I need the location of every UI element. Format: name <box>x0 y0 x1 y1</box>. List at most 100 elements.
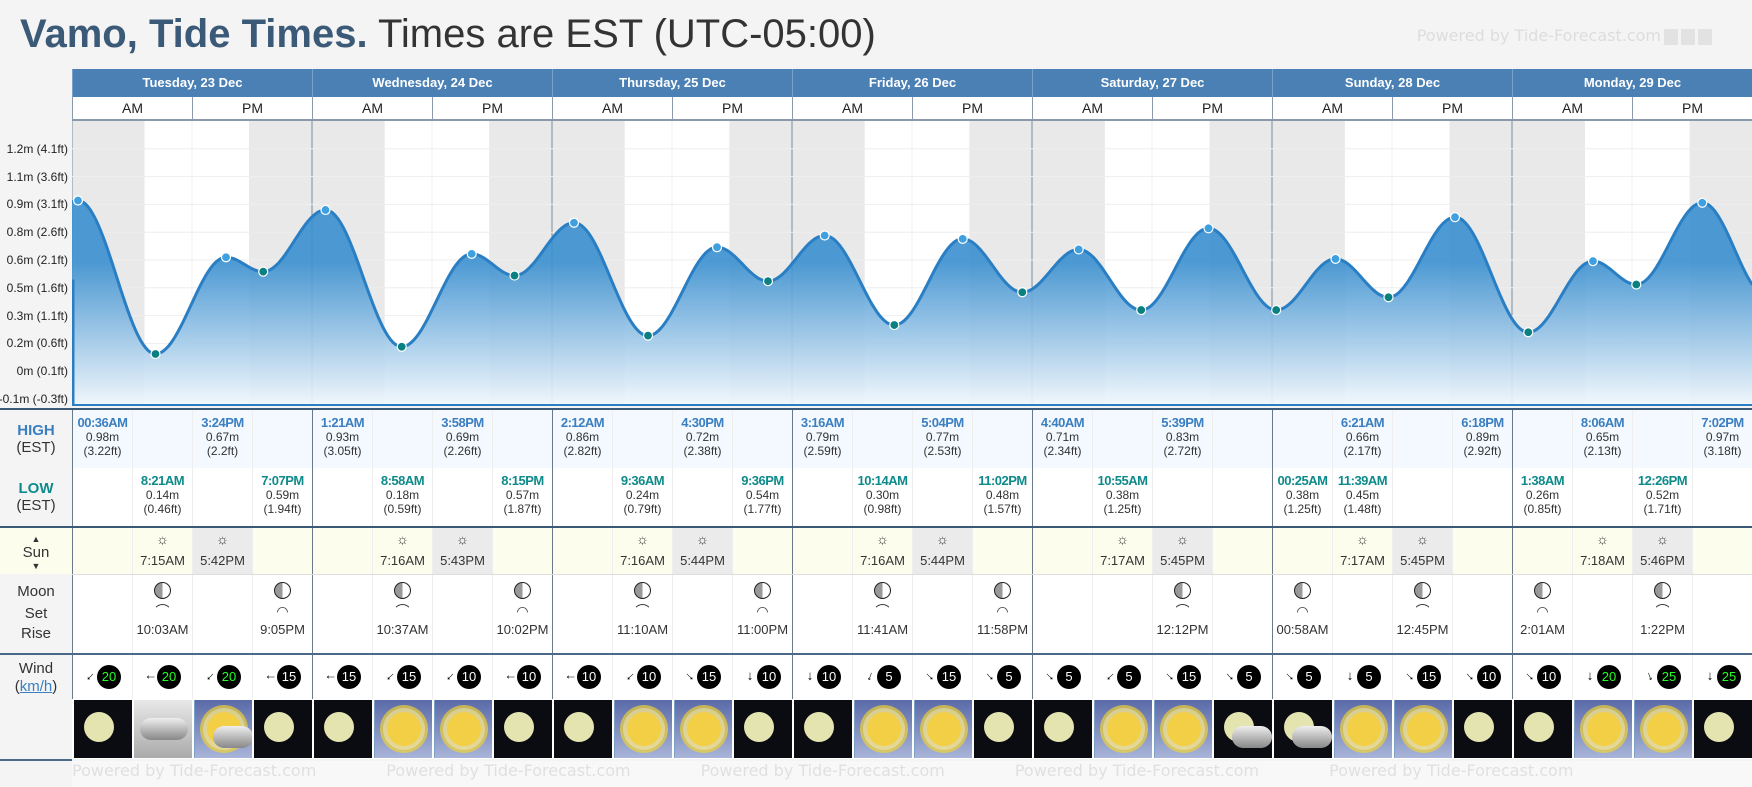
wind-speed-badge: 15 <box>337 665 361 689</box>
moonset-icon: ◠ <box>756 603 769 619</box>
sunrise-icon: ☼ <box>1596 531 1609 547</box>
wind-speed-badge: 10 <box>457 665 481 689</box>
wind-cell: ↑ 10 <box>732 655 792 699</box>
low-tide-cell: 1:38AM 0.26m (0.85ft) <box>1512 468 1572 526</box>
watermark-text: Powered by Tide-Forecast.com <box>1416 26 1661 45</box>
high-tide-cell <box>492 410 552 468</box>
sun-cell <box>72 528 132 574</box>
weather-cell <box>132 699 192 759</box>
sun-cloud-weather-icon <box>193 700 252 758</box>
wind-direction-arrow-icon: ↑ <box>622 669 638 685</box>
high-tide-cell <box>1272 410 1332 468</box>
wind-cell: ↑ 5 <box>1332 655 1392 699</box>
high-tide-cell: 6:18PM 0.89m (2.92ft) <box>1452 410 1512 468</box>
wind-speed-badge: 15 <box>1417 665 1441 689</box>
wind-speed-badge: 15 <box>1177 665 1201 689</box>
pm-header: PM <box>1392 97 1512 119</box>
moon-cell: ⌒ 11:41AM <box>852 575 912 653</box>
sun-cell <box>1212 528 1272 574</box>
high-height-ft: (3.18ft) <box>1703 444 1742 458</box>
wind-speed-badge: 10 <box>1537 665 1561 689</box>
am-header: AM <box>312 97 432 119</box>
low-tide-cell: 10:14AM 0.30m (0.98ft) <box>852 468 912 526</box>
wind-unit-link[interactable]: km/h <box>19 678 53 695</box>
wind-speed-badge: 10 <box>637 665 661 689</box>
low-time: 8:15PM <box>501 473 544 488</box>
low-height-m: 0.38m <box>1285 488 1320 502</box>
wind-direction-arrow-icon: ↑ <box>864 669 876 686</box>
high-height-m: 0.79m <box>805 430 840 444</box>
wind-speed-badge: 10 <box>1477 665 1501 689</box>
night-weather-icon <box>733 700 792 758</box>
high-height-ft: (2.2ft) <box>206 444 239 458</box>
weather-cell <box>1392 699 1452 759</box>
day-weather-icon <box>1093 700 1152 758</box>
sun-cell: ☼ 5:43PM <box>432 528 492 574</box>
wind-row: ↑ 20 ↑ 20 ↑ 20 ↑ 15 ↑ 15 ↑ 15 ↑ 10 ↑ 10 ↑ 10 ↑ 10 ↑ 15 ↑ 10 ↑ 10 ↑… <box>72 653 1752 699</box>
low-tide-point <box>1271 304 1282 316</box>
sun-icon <box>1346 712 1381 746</box>
day-header: Sunday, 28 Dec <box>1272 69 1512 97</box>
sun-cell: ☼ 5:42PM <box>192 528 252 574</box>
sunrise-time: 7:16AM <box>380 553 425 568</box>
ampm-row: AM PM AM PM AM PM AM PM AM PM AM PM AM PM <box>72 97 1752 121</box>
watermark-text: Powered by Tide-Forecast.com <box>1014 761 1260 780</box>
wind-direction-arrow-icon: ↑ <box>806 670 814 685</box>
footer-watermark: Powered by Tide-Forecast.com Powered by T… <box>72 761 1752 787</box>
moon-icon <box>983 712 1014 742</box>
moon-row-label: Moon Set Rise <box>0 574 72 653</box>
cloud-icon <box>1291 726 1332 748</box>
wind-speed-badge: 25 <box>1657 665 1681 689</box>
high-tide-point <box>466 248 477 259</box>
moon-phase-icon <box>394 582 411 599</box>
wind-cell: ↑ 5 <box>1092 655 1152 699</box>
high-tide-cell <box>1092 410 1152 468</box>
low-time: 00:25AM <box>1277 473 1328 488</box>
weather-cell <box>912 699 972 759</box>
moonrise-icon: ⌒ <box>1415 603 1430 619</box>
night-weather-icon <box>313 700 372 758</box>
wind-speed-badge: 5 <box>1057 665 1081 689</box>
sun-icon <box>926 712 961 746</box>
sun-cell: ☼ 7:15AM <box>132 528 192 574</box>
wind-cell: ↑ 10 <box>552 655 612 699</box>
night-weather-icon <box>1453 700 1512 758</box>
weather-cell <box>552 699 612 759</box>
up-arrow-icon: ▲ <box>31 534 41 544</box>
y-tick-label: -0.1m (-0.3ft) <box>0 392 68 406</box>
sun-icon <box>686 712 721 746</box>
low-height-ft: (0.98ft) <box>863 502 902 516</box>
high-height-m: 0.77m <box>925 430 960 444</box>
high-tide-cell: 2:12AM 0.86m (2.82ft) <box>552 410 612 468</box>
low-height-ft: (1.48ft) <box>1343 502 1382 516</box>
high-time: 8:06AM <box>1580 415 1625 430</box>
sun-cell <box>252 528 312 574</box>
logo-icon <box>1681 28 1695 45</box>
low-tide-cell <box>1032 468 1092 526</box>
sun-cell <box>972 528 1032 574</box>
wind-direction-arrow-icon: ↑ <box>1222 669 1238 685</box>
sunrise-icon: ☼ <box>1116 531 1129 547</box>
sunrise-time: 7:17AM <box>1100 553 1145 568</box>
low-time: 11:02PM <box>978 473 1027 488</box>
sun-cell <box>732 528 792 574</box>
moon-icon <box>1703 712 1734 742</box>
moon-cell: ◠ 11:58PM <box>972 575 1032 653</box>
wind-indicator: ↑ 10 <box>793 655 852 699</box>
high-tide-cell: 6:21AM 0.66m (2.17ft) <box>1332 410 1392 468</box>
moon-rise-time: 12:45PM <box>1396 622 1449 637</box>
moon-set-time: 11:58PM <box>976 622 1029 637</box>
low-height-ft: (1.71ft) <box>1643 502 1682 516</box>
am-header: AM <box>72 97 192 119</box>
sun-cell: ☼ 5:44PM <box>912 528 972 574</box>
sun-icon <box>1406 712 1441 746</box>
high-tide-cell <box>1392 410 1452 468</box>
moon-cell <box>192 575 252 653</box>
weather-cell <box>1332 699 1392 759</box>
high-height-m: 0.65m <box>1585 430 1620 444</box>
moon-phase-icon <box>1174 582 1191 599</box>
high-height-ft: (2.59ft) <box>803 444 842 458</box>
high-time: 7:02PM <box>1701 415 1744 430</box>
low-height-ft: (0.46ft) <box>143 502 182 516</box>
moon-cell <box>552 575 612 653</box>
